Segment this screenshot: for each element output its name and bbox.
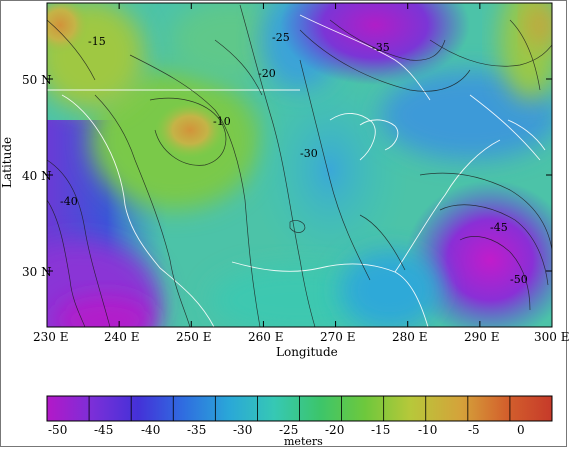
colorbar-tick-label: -15: [371, 423, 391, 437]
contour-label: -40: [60, 195, 78, 208]
x-tick-label: 260 E: [248, 330, 284, 344]
x-tick-label: 300 E: [534, 330, 569, 344]
x-tick-label: 240 E: [104, 330, 140, 344]
y-tick-label: 40 N: [22, 169, 52, 183]
colorbar-tick-label: -50: [48, 423, 68, 437]
map-surface: [47, 3, 552, 327]
colorbar-tick-label: -5: [468, 423, 480, 437]
contour-label: -25: [272, 31, 290, 44]
colorbar-tick-label: -30: [233, 423, 253, 437]
x-axis-label: Longitude: [276, 345, 338, 359]
colorbar-tick-label: -35: [187, 423, 207, 437]
colorbar-unit-label: meters: [284, 435, 323, 448]
contour-label: -35: [372, 41, 390, 54]
contour-label: -10: [213, 115, 231, 128]
colorbar-tick-label: -20: [325, 423, 345, 437]
colorbar-tick-label: -45: [94, 423, 114, 437]
y-tick-label: 50 N: [22, 73, 52, 87]
contour-label: -45: [490, 221, 508, 234]
colorbar-tick-label: 0: [517, 423, 525, 437]
x-tick-label: 290 E: [464, 330, 500, 344]
contour-label: -50: [510, 273, 528, 286]
colorbar: [46, 395, 553, 422]
colorbar-tick-label: -25: [279, 423, 299, 437]
x-tick-label: 280 E: [392, 330, 428, 344]
contour-label: -15: [88, 35, 106, 48]
contour-label: -20: [258, 67, 276, 80]
y-tick-label: 30 N: [22, 265, 52, 279]
y-axis-label: Latitude: [0, 136, 14, 188]
map-border: [46, 2, 553, 328]
x-tick-label: 230 E: [33, 330, 69, 344]
contour-lines: [47, 4, 552, 327]
x-tick-label: 250 E: [176, 330, 212, 344]
contour-label: -30: [300, 147, 318, 160]
colorbar-tick-label: -10: [418, 423, 438, 437]
x-tick-label: 270 E: [320, 330, 356, 344]
colorbar-tick-label: -40: [141, 423, 161, 437]
